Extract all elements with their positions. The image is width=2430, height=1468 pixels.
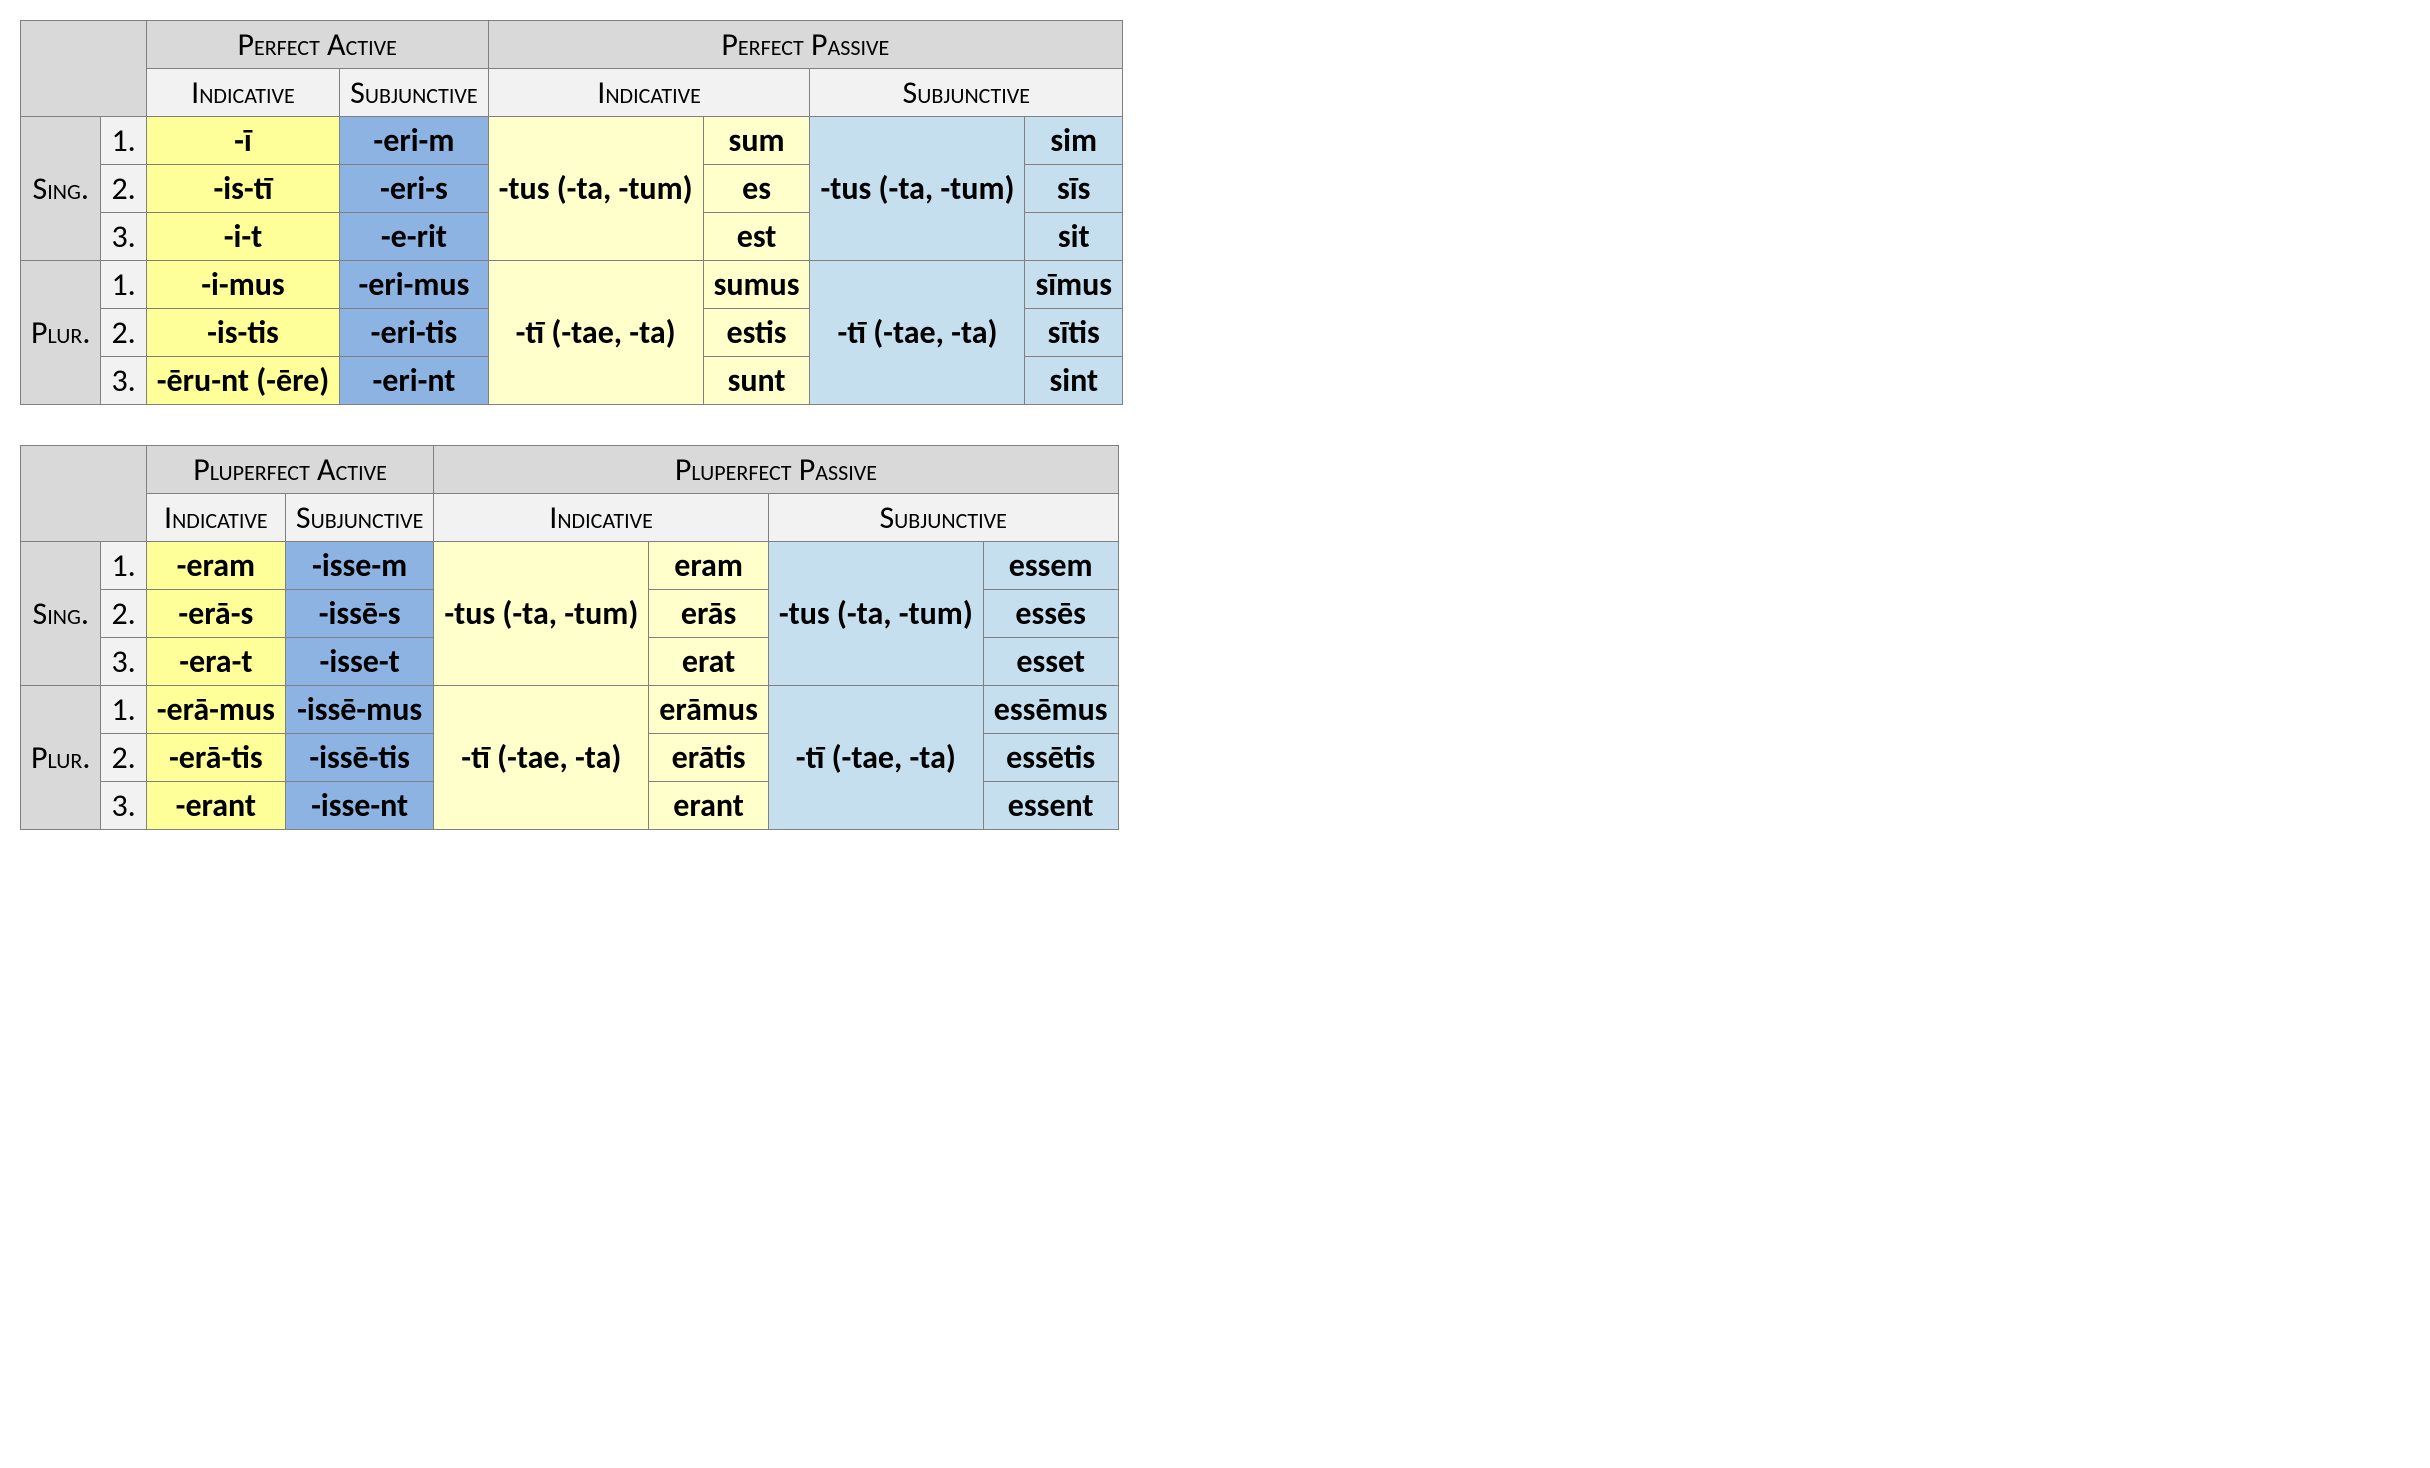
- indicative-header: Indicative: [146, 69, 339, 117]
- pas-ind-aux-cell: eram: [649, 542, 769, 590]
- indicative-header: Indicative: [146, 494, 285, 542]
- sing-label: Sing.: [21, 542, 101, 686]
- plur-label: Plur.: [21, 686, 101, 830]
- header-row-1: Perfect Active Perfect Passive: [21, 21, 1123, 69]
- pas-ind-aux-cell: sum: [703, 117, 810, 165]
- act-subj-cell: -isse-t: [285, 638, 433, 686]
- table-row: Sing. 1. -ī -eri-m -tus (-ta, -tum) sum …: [21, 117, 1123, 165]
- act-subj-cell: -eri-nt: [340, 357, 488, 405]
- act-ind-cell: -eram: [146, 542, 285, 590]
- pas-ind-aux-cell: erātis: [649, 734, 769, 782]
- act-ind-cell: -i-t: [146, 213, 339, 261]
- pas-ind-part-sing: -tus (-ta, -tum): [488, 117, 703, 261]
- pas-ind-aux-cell: erās: [649, 590, 769, 638]
- act-subj-cell: -e-rit: [340, 213, 488, 261]
- pas-subj-aux-cell: sim: [1025, 117, 1123, 165]
- person-number: 2.: [101, 309, 146, 357]
- pas-subj-aux-cell: sīmus: [1025, 261, 1123, 309]
- pas-subj-part-sing: -tus (-ta, -tum): [768, 542, 983, 686]
- pas-subj-aux-cell: sit: [1025, 213, 1123, 261]
- pas-ind-aux-cell: erant: [649, 782, 769, 830]
- act-subj-cell: -issē-mus: [285, 686, 433, 734]
- pas-ind-aux-cell: sumus: [703, 261, 810, 309]
- person-number: 2.: [101, 165, 146, 213]
- pas-ind-aux-cell: erat: [649, 638, 769, 686]
- table-row: Plur. 1. -erā-mus -issē-mus -tī (-tae, -…: [21, 686, 1119, 734]
- person-number: 3.: [101, 782, 146, 830]
- pas-ind-aux-cell: estis: [703, 309, 810, 357]
- person-number: 1.: [101, 542, 146, 590]
- act-ind-cell: -erā-tis: [146, 734, 285, 782]
- sing-label: Sing.: [21, 117, 101, 261]
- act-ind-cell: -era-t: [146, 638, 285, 686]
- act-ind-cell: -i-mus: [146, 261, 339, 309]
- person-number: 1.: [101, 117, 146, 165]
- subjunctive-header: Subjunctive: [285, 494, 433, 542]
- act-subj-cell: -eri-m: [340, 117, 488, 165]
- pas-ind-part-sing: -tus (-ta, -tum): [434, 542, 649, 686]
- act-ind-cell: -is-tis: [146, 309, 339, 357]
- person-number: 3.: [101, 213, 146, 261]
- subjunctive-header: Subjunctive: [340, 69, 488, 117]
- pas-subj-aux-cell: essētis: [983, 734, 1118, 782]
- subjunctive-header-passive: Subjunctive: [768, 494, 1118, 542]
- table-row: Sing. 1. -eram -isse-m -tus (-ta, -tum) …: [21, 542, 1119, 590]
- act-subj-cell: -isse-m: [285, 542, 433, 590]
- person-number: 3.: [101, 357, 146, 405]
- pas-subj-aux-cell: sīs: [1025, 165, 1123, 213]
- act-subj-cell: -issē-tis: [285, 734, 433, 782]
- perfect-table: Perfect Active Perfect Passive Indicativ…: [20, 20, 1123, 405]
- indicative-header-passive: Indicative: [434, 494, 769, 542]
- act-subj-cell: -eri-mus: [340, 261, 488, 309]
- pas-subj-aux-cell: essem: [983, 542, 1118, 590]
- indicative-header-passive: Indicative: [488, 69, 810, 117]
- pas-ind-aux-cell: erāmus: [649, 686, 769, 734]
- person-number: 1.: [101, 686, 146, 734]
- pas-subj-aux-cell: essēs: [983, 590, 1118, 638]
- person-number: 2.: [101, 734, 146, 782]
- pas-ind-aux-cell: es: [703, 165, 810, 213]
- pas-subj-aux-cell: essēmus: [983, 686, 1118, 734]
- pas-subj-aux-cell: essent: [983, 782, 1118, 830]
- plur-label: Plur.: [21, 261, 101, 405]
- subjunctive-header-passive: Subjunctive: [810, 69, 1123, 117]
- pas-subj-aux-cell: sītis: [1025, 309, 1123, 357]
- table-row: Plur. 1. -i-mus -eri-mus -tī (-tae, -ta)…: [21, 261, 1123, 309]
- corner-blank: [21, 21, 147, 117]
- header-row-2: Indicative Subjunctive Indicative Subjun…: [21, 494, 1119, 542]
- pas-subj-part-sing: -tus (-ta, -tum): [810, 117, 1025, 261]
- person-number: 1.: [101, 261, 146, 309]
- pas-subj-aux-cell: sint: [1025, 357, 1123, 405]
- act-subj-cell: -isse-nt: [285, 782, 433, 830]
- corner-blank: [21, 446, 147, 542]
- act-ind-cell: -erant: [146, 782, 285, 830]
- pas-ind-part-plur: -tī (-tae, -ta): [488, 261, 703, 405]
- act-ind-cell: -erā-mus: [146, 686, 285, 734]
- act-ind-cell: -is-tī: [146, 165, 339, 213]
- act-subj-cell: -eri-tis: [340, 309, 488, 357]
- pas-ind-part-plur: -tī (-tae, -ta): [434, 686, 649, 830]
- act-ind-cell: -ēru-nt (-ēre): [146, 357, 339, 405]
- pas-subj-part-plur: -tī (-tae, -ta): [768, 686, 983, 830]
- perfect-passive-header: Perfect Passive: [488, 21, 1122, 69]
- pluperfect-passive-header: Pluperfect Passive: [434, 446, 1118, 494]
- act-subj-cell: -eri-s: [340, 165, 488, 213]
- header-row-1: Pluperfect Active Pluperfect Passive: [21, 446, 1119, 494]
- pluperfect-table: Pluperfect Active Pluperfect Passive Ind…: [20, 445, 1119, 830]
- pas-ind-aux-cell: est: [703, 213, 810, 261]
- act-subj-cell: -issē-s: [285, 590, 433, 638]
- header-row-2: Indicative Subjunctive Indicative Subjun…: [21, 69, 1123, 117]
- person-number: 2.: [101, 590, 146, 638]
- pas-ind-aux-cell: sunt: [703, 357, 810, 405]
- perfect-active-header: Perfect Active: [146, 21, 488, 69]
- act-ind-cell: -ī: [146, 117, 339, 165]
- pas-subj-aux-cell: esset: [983, 638, 1118, 686]
- pluperfect-active-header: Pluperfect Active: [146, 446, 434, 494]
- person-number: 3.: [101, 638, 146, 686]
- act-ind-cell: -erā-s: [146, 590, 285, 638]
- pas-subj-part-plur: -tī (-tae, -ta): [810, 261, 1025, 405]
